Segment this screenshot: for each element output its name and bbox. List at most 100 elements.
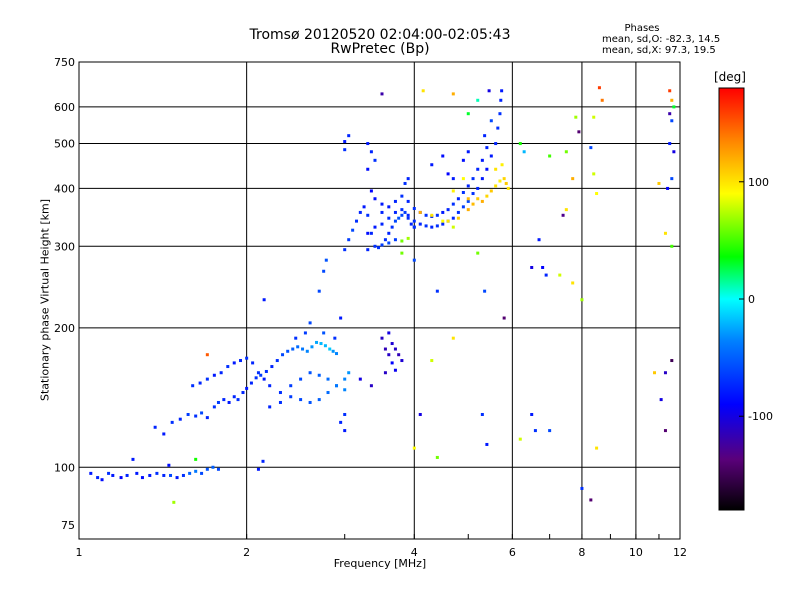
data-point (412, 446, 416, 450)
data-point (494, 167, 498, 171)
data-point (387, 216, 391, 220)
data-point (403, 210, 407, 214)
data-point (393, 238, 397, 242)
data-point (236, 398, 240, 402)
data-point (366, 231, 370, 235)
data-point (289, 384, 293, 388)
data-point (424, 224, 428, 228)
data-point (451, 177, 455, 181)
data-point (441, 219, 445, 223)
data-point (483, 289, 487, 293)
data-point (476, 197, 480, 201)
data-point (564, 208, 568, 212)
data-point (369, 189, 373, 193)
data-point (369, 231, 373, 235)
data-point (296, 345, 300, 349)
data-point (383, 371, 387, 375)
data-point (369, 384, 373, 388)
data-point (153, 425, 157, 429)
data-point (397, 216, 401, 220)
data-point (668, 142, 672, 146)
data-point (387, 205, 391, 209)
data-point (494, 184, 498, 188)
data-point (418, 222, 422, 226)
data-point (451, 189, 455, 193)
data-point (347, 371, 351, 375)
data-point (466, 197, 470, 201)
data-point (600, 98, 604, 102)
data-point (485, 167, 489, 171)
data-point (466, 150, 470, 154)
data-point (668, 112, 672, 116)
data-point (278, 391, 282, 395)
data-point (366, 248, 370, 252)
data-point (343, 429, 347, 433)
data-point (383, 347, 387, 351)
data-point (347, 238, 351, 242)
data-point (483, 134, 487, 138)
data-point (390, 361, 394, 365)
data-point (537, 238, 541, 242)
data-point (226, 365, 230, 369)
data-point (178, 417, 182, 421)
x-tick-label: 10 (629, 546, 643, 559)
data-point (461, 190, 465, 194)
data-point (561, 213, 565, 217)
data-point (343, 140, 347, 144)
data-point (592, 172, 596, 176)
data-point (518, 142, 522, 146)
x-tick-label: 8 (578, 546, 585, 559)
data-point (308, 321, 312, 325)
data-point (366, 213, 370, 217)
data-point (211, 465, 215, 469)
data-point (343, 412, 347, 416)
data-point (466, 208, 470, 212)
data-point (232, 395, 236, 399)
data-point (471, 192, 475, 196)
data-point (502, 177, 506, 181)
data-point (194, 469, 198, 473)
data-point (446, 208, 450, 212)
chart-subtitle: RwPretec (Bp) (330, 41, 430, 57)
data-point (430, 213, 434, 217)
plot-frame (78, 61, 681, 540)
data-point (403, 181, 407, 185)
data-point (89, 471, 93, 475)
data-point (366, 167, 370, 171)
data-point (435, 289, 439, 293)
data-point (504, 181, 508, 185)
data-point (480, 199, 484, 203)
data-point (577, 130, 581, 134)
data-point (571, 177, 575, 181)
data-point (400, 251, 404, 255)
data-point (657, 181, 661, 185)
data-point (476, 98, 480, 102)
data-point (589, 146, 593, 150)
data-point (205, 416, 209, 420)
data-point (380, 210, 384, 214)
data-point (323, 344, 327, 348)
data-point (205, 377, 209, 381)
data-point (140, 476, 144, 480)
data-point (466, 199, 470, 203)
data-point (580, 486, 584, 490)
data-point (268, 405, 272, 409)
data-point (326, 377, 330, 381)
data-point (331, 349, 335, 353)
data-point (502, 316, 506, 320)
data-point (489, 154, 493, 158)
data-point (194, 457, 198, 461)
colorbar-tick-label: 0 (748, 293, 755, 306)
data-point (281, 353, 285, 357)
x-tick-label: 1 (76, 546, 83, 559)
y-tick-label: 100 (54, 461, 75, 474)
data-point (131, 457, 135, 461)
data-point (377, 246, 381, 250)
data-point (262, 298, 266, 302)
data-point (451, 225, 455, 229)
data-point (369, 150, 373, 154)
data-point (328, 347, 332, 351)
data-point (299, 398, 303, 402)
data-point (275, 359, 279, 363)
